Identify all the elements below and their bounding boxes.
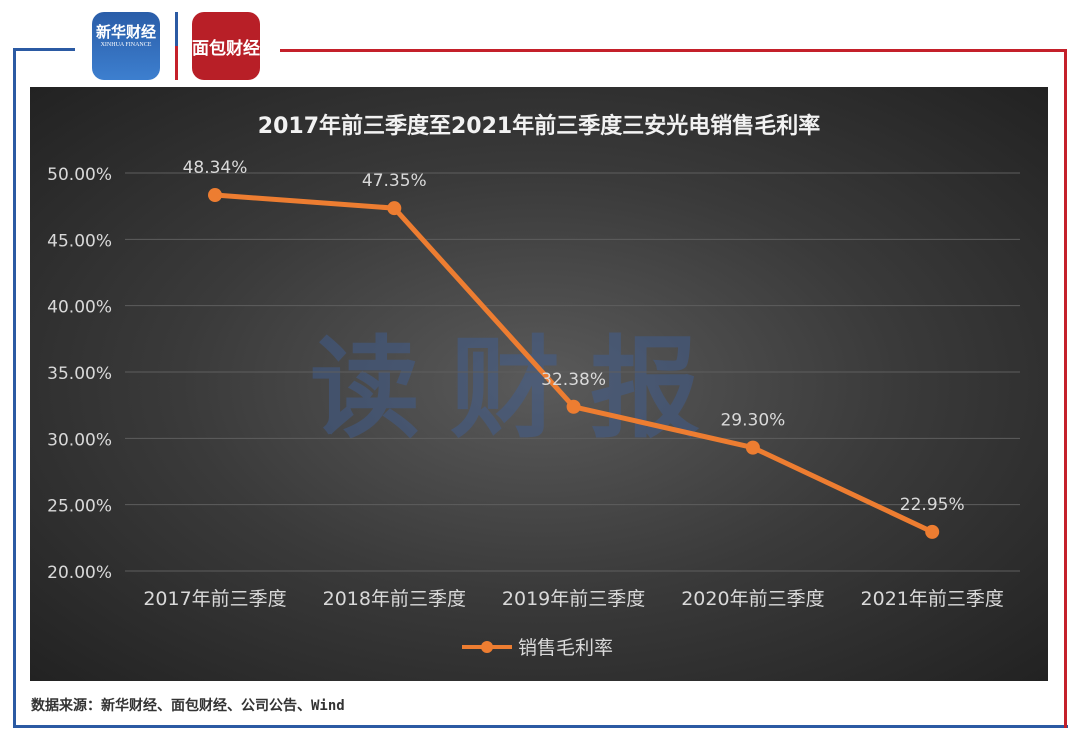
data-label: 48.34% <box>183 158 248 178</box>
x-tick-label: 2018年前三季度 <box>323 588 466 610</box>
line-chart: 读财报 2017年前三季度至2021年前三季度三安光电销售毛利率 20.00% 2… <box>47 113 1020 659</box>
y-tick-label: 35.00% <box>47 364 112 384</box>
frame-border <box>13 48 16 728</box>
y-tick-label: 25.00% <box>47 497 112 517</box>
y-tick-label: 50.00% <box>47 165 112 185</box>
frame-border <box>280 49 1067 52</box>
data-label: 29.30% <box>720 411 785 431</box>
watermark: 读财报 <box>310 324 730 453</box>
data-label: 22.95% <box>900 495 965 515</box>
data-point <box>208 188 222 203</box>
chart-area: 读财报 2017年前三季度至2021年前三季度三安光电销售毛利率 20.00% 2… <box>30 87 1048 681</box>
y-tick-label: 45.00% <box>47 231 112 251</box>
data-source: 数据来源：新华财经、面包财经、公司公告、Wind <box>31 698 345 714</box>
logo-divider <box>175 12 178 80</box>
data-label: 32.38% <box>541 370 606 390</box>
x-tick-label: 2017年前三季度 <box>143 588 286 610</box>
y-tick-label: 20.00% <box>47 563 112 583</box>
y-tick-label: 40.00% <box>47 298 112 318</box>
data-label: 47.35% <box>362 171 427 191</box>
logo-text: 面包财经 <box>192 39 260 59</box>
frame-border <box>13 725 1068 728</box>
data-point <box>566 399 581 414</box>
data-point <box>925 524 940 539</box>
logo-text: 新华财经 <box>95 23 156 41</box>
x-tick-label: 2020年前三季度 <box>681 588 824 610</box>
y-tick-label: 30.00% <box>47 430 112 450</box>
x-tick-label: 2021年前三季度 <box>861 588 1004 610</box>
x-tick-label: 2019年前三季度 <box>502 588 645 610</box>
legend-marker <box>481 641 493 653</box>
logo-subtext: XINHUA FINANCE <box>100 42 152 48</box>
mianbao-finance-logo: 面包财经 <box>192 12 260 80</box>
data-point <box>745 440 760 455</box>
legend-label: 销售毛利率 <box>518 637 613 659</box>
chart-title: 2017年前三季度至2021年前三季度三安光电销售毛利率 <box>258 113 820 139</box>
data-point <box>387 201 402 216</box>
frame-border <box>13 48 75 51</box>
frame-border <box>1064 49 1067 728</box>
xinhua-finance-logo: 新华财经 XINHUA FINANCE <box>92 12 160 80</box>
